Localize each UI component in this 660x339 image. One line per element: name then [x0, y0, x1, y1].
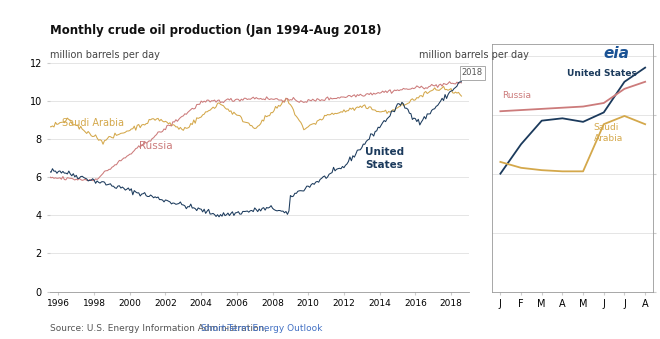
Text: million barrels per day: million barrels per day — [50, 49, 159, 60]
Text: million barrels per day: million barrels per day — [419, 49, 529, 60]
Text: Short-Term Energy Outlook: Short-Term Energy Outlook — [201, 323, 323, 333]
Text: Source: U.S. Energy Information Administration,: Source: U.S. Energy Information Administ… — [50, 323, 269, 333]
Text: eia: eia — [604, 46, 630, 61]
Text: Russia: Russia — [139, 141, 172, 151]
Text: Monthly crude oil production (Jan 1994-Aug 2018): Monthly crude oil production (Jan 1994-A… — [50, 24, 381, 37]
Text: United
States: United States — [366, 147, 405, 170]
Text: Russia: Russia — [502, 91, 531, 100]
Text: Saudi
Arabia: Saudi Arabia — [593, 123, 622, 143]
Text: 2018: 2018 — [462, 68, 483, 78]
Text: Saudi Arabia: Saudi Arabia — [62, 118, 124, 128]
Text: United States: United States — [566, 69, 636, 78]
